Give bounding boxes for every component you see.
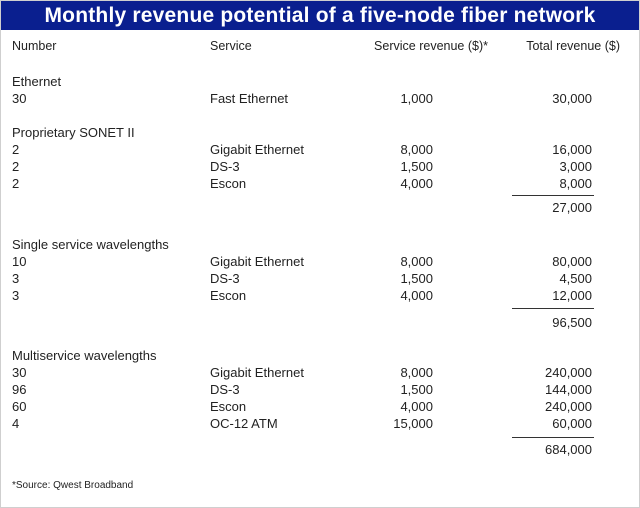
cell-service: Fast Ethernet — [210, 91, 289, 106]
table-row: 2 DS-3 1,500 3,000 — [0, 158, 640, 175]
cell-total-revenue: 240,000 — [545, 399, 592, 414]
header-row: Number Service Service revenue ($)* Tota… — [0, 38, 640, 55]
cell-number: 2 — [12, 142, 20, 157]
cell-service-revenue: 4,000 — [400, 399, 433, 414]
cell-number: 3 — [12, 271, 20, 286]
table-row: 60 Escon 4,000 240,000 — [0, 398, 640, 415]
table-title: Monthly revenue potential of a five-node… — [1, 1, 639, 30]
cell-service: Gigabit Ethernet — [210, 254, 304, 269]
cell-total-revenue: 12,000 — [552, 288, 592, 303]
section-name: Single service wavelengths — [12, 237, 169, 252]
section-name: Multiservice wavelengths — [12, 348, 157, 363]
cell-service-revenue: 8,000 — [400, 254, 433, 269]
cell-total-revenue: 30,000 — [552, 91, 592, 106]
cell-total-revenue: 60,000 — [552, 416, 592, 431]
cell-total-revenue: 144,000 — [545, 382, 592, 397]
table-row: 3 Escon 4,000 12,000 — [0, 287, 640, 304]
header-service: Service — [210, 39, 252, 53]
subtotal-rule — [512, 437, 594, 438]
subtotal-row: 96,500 — [0, 314, 640, 331]
cell-service-revenue: 1,500 — [400, 271, 433, 286]
cell-service: Gigabit Ethernet — [210, 142, 304, 157]
subtotal-value: 96,500 — [552, 315, 592, 330]
cell-total-revenue: 4,500 — [559, 271, 592, 286]
cell-total-revenue: 3,000 — [559, 159, 592, 174]
cell-service-revenue: 8,000 — [400, 142, 433, 157]
table-row: 3 DS-3 1,500 4,500 — [0, 270, 640, 287]
table-row: 4 OC-12 ATM 15,000 60,000 — [0, 415, 640, 432]
section-heading: Single service wavelengths — [0, 236, 640, 253]
table-row: 2 Escon 4,000 8,000 — [0, 175, 640, 192]
subtotal-value: 684,000 — [545, 442, 592, 457]
cell-service-revenue: 8,000 — [400, 365, 433, 380]
table-row: 96 DS-3 1,500 144,000 — [0, 381, 640, 398]
cell-total-revenue: 240,000 — [545, 365, 592, 380]
subtotal-rule — [512, 308, 594, 309]
cell-service: OC-12 ATM — [210, 416, 278, 431]
header-service-revenue: Service revenue ($)* — [374, 39, 488, 53]
cell-number: 2 — [12, 176, 20, 191]
cell-number: 30 — [12, 365, 27, 380]
section-heading: Ethernet — [0, 73, 640, 90]
cell-service-revenue: 1,000 — [400, 91, 433, 106]
table-row: 30 Fast Ethernet 1,000 30,000 — [0, 90, 640, 107]
cell-service: DS-3 — [210, 159, 240, 174]
header-number: Number — [12, 39, 57, 53]
cell-number: 2 — [12, 159, 20, 174]
cell-total-revenue: 16,000 — [552, 142, 592, 157]
cell-service-revenue: 15,000 — [393, 416, 433, 431]
cell-number: 4 — [12, 416, 20, 431]
cell-service: Escon — [210, 288, 247, 303]
cell-service: Gigabit Ethernet — [210, 365, 304, 380]
source-note: *Source: Qwest Broadband — [12, 480, 134, 491]
cell-service-revenue: 1,500 — [400, 382, 433, 397]
cell-service: DS-3 — [210, 271, 240, 286]
cell-number: 60 — [12, 399, 27, 414]
cell-number: 10 — [12, 254, 27, 269]
table-row: 30 Gigabit Ethernet 8,000 240,000 — [0, 364, 640, 381]
cell-total-revenue: 8,000 — [559, 176, 592, 191]
cell-number: 30 — [12, 91, 27, 106]
section-heading: Multiservice wavelengths — [0, 347, 640, 364]
table-row: 2 Gigabit Ethernet 8,000 16,000 — [0, 141, 640, 158]
table-row: 10 Gigabit Ethernet 8,000 80,000 — [0, 253, 640, 270]
subtotal-row: 27,000 — [0, 199, 640, 216]
cell-service-revenue: 4,000 — [400, 288, 433, 303]
subtotal-rule — [512, 195, 594, 196]
cell-service-revenue: 4,000 — [400, 176, 433, 191]
section-name: Ethernet — [12, 74, 62, 89]
cell-number: 3 — [12, 288, 20, 303]
cell-service: Escon — [210, 176, 247, 191]
subtotal-value: 27,000 — [552, 200, 592, 215]
cell-service-revenue: 1,500 — [400, 159, 433, 174]
cell-total-revenue: 80,000 — [552, 254, 592, 269]
cell-service: Escon — [210, 399, 247, 414]
cell-number: 96 — [12, 382, 27, 397]
section-name: Proprietary SONET II — [12, 125, 135, 140]
cell-service: DS-3 — [210, 382, 240, 397]
section-heading: Proprietary SONET II — [0, 124, 640, 141]
subtotal-row: 684,000 — [0, 441, 640, 458]
header-total-revenue: Total revenue ($) — [526, 39, 620, 53]
